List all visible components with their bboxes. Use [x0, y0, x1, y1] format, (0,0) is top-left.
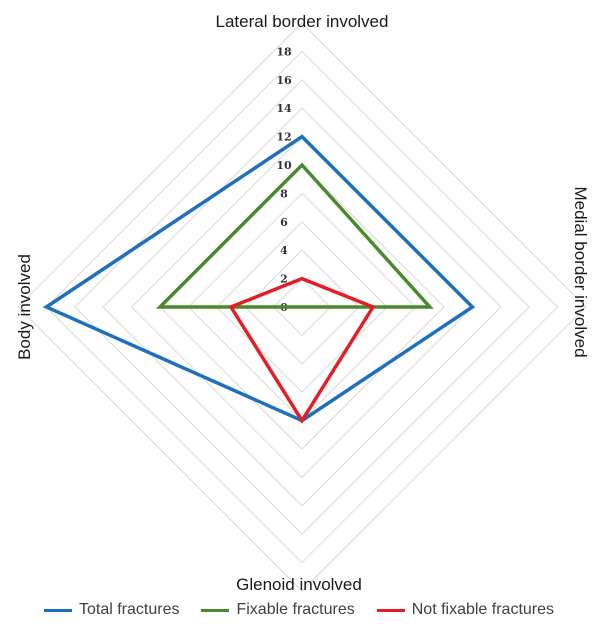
legend-label-total: Total fractures	[78, 601, 180, 618]
legend-item-total: Total fractures	[43, 601, 180, 619]
tick-label: 8	[280, 187, 288, 200]
grid-ring	[244, 249, 360, 365]
legend-swatch-not-fixable	[376, 608, 405, 612]
legend-swatch-fixable	[201, 608, 230, 612]
series-fixable-fractures	[155, 162, 434, 309]
legend-item-not-fixable: Not fixable fractures	[376, 601, 555, 619]
tick-label: 14	[276, 102, 292, 115]
tick-label: 6	[280, 216, 288, 229]
legend-label-fixable: Fixable fractures	[236, 601, 355, 618]
axis-label-body: Body involved	[15, 254, 34, 360]
axis-label-glenoid: Glenoid involved	[236, 575, 362, 594]
grid-ring	[216, 221, 388, 393]
grid-ring	[74, 79, 530, 535]
legend-item-fixable: Fixable fractures	[201, 601, 355, 619]
grid-ring	[17, 22, 587, 592]
grid-ring	[102, 107, 502, 507]
series-lines	[42, 134, 476, 424]
grid-ring	[45, 50, 559, 564]
tick-label: 16	[276, 74, 292, 87]
tick-label: 12	[276, 131, 291, 144]
tick-label: 18	[276, 45, 292, 58]
tick-label: 2	[280, 273, 288, 286]
tick-label: 4	[280, 244, 288, 257]
grid-ring	[272, 277, 332, 337]
legend-label-not-fixable: Not fixable fractures	[411, 601, 555, 618]
axis-label-lateral: Lateral border involved	[216, 12, 389, 31]
legend: Total fractures Fixable fractures Not fi…	[0, 598, 598, 622]
tick-label: 10	[276, 159, 292, 172]
axis-label-medial: Medial border involved	[571, 186, 590, 357]
series-not-fixable-fractures	[228, 276, 376, 424]
legend-swatch-total	[43, 608, 72, 612]
